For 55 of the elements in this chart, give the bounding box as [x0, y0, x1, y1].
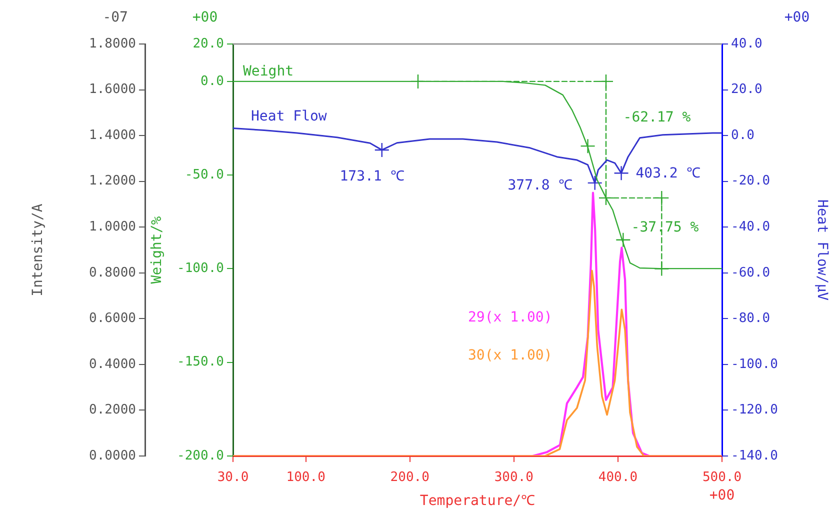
x-tick-label: 100.0	[286, 470, 326, 486]
y-tick-label: 0.0	[200, 74, 224, 89]
text: +00	[784, 10, 810, 26]
text: 29(x 1.00)	[468, 310, 552, 326]
series-label: Weight	[243, 64, 294, 80]
y-tick-label: 20.0	[192, 36, 224, 52]
annotation: 377.8 ℃	[508, 178, 572, 194]
text: -07	[102, 10, 128, 26]
y3-tick-label: 1.8000	[89, 36, 136, 52]
point	[654, 261, 670, 276]
y3-axis-title: Intensity/A	[30, 203, 46, 296]
y3-tick-label: 1.2000	[89, 174, 136, 189]
x-tick-label: 400.0	[598, 470, 638, 486]
annotation: -37.75 %	[631, 220, 700, 236]
x-tick-label: 500.0	[702, 470, 742, 486]
annotation: 173.1 ℃	[340, 168, 404, 185]
point	[587, 175, 602, 191]
x-tick-label: 200.0	[390, 470, 430, 486]
y2-tick-label: 20.0	[731, 82, 762, 98]
y2-tick-label: 0.0	[731, 128, 754, 143]
y2-tick-label: -100.0	[731, 356, 778, 372]
y3-tick-label: 1.0000	[89, 219, 136, 234]
x-tick-label: 300.0	[494, 470, 534, 486]
y2-tick-label: -60.0	[731, 265, 770, 280]
y3-tick-label: 0.0000	[89, 448, 136, 464]
annotation: -62.17 %	[623, 110, 692, 126]
point	[614, 165, 629, 181]
y2-tick-label: -40.0	[731, 219, 770, 234]
y2-tick-label: -20.0	[731, 174, 770, 189]
y3-tick-label: 1.4000	[89, 128, 136, 143]
y3-tick-label: 0.2000	[89, 402, 136, 418]
x-tick-label: 30.0	[217, 470, 249, 486]
y2-tick-label: -140.0	[731, 448, 778, 464]
series-label: Heat Flow	[251, 108, 328, 125]
y2-tick-label: -80.0	[731, 311, 770, 326]
y3-tick-label: 0.4000	[89, 356, 136, 372]
y-tick-label: -100.0	[177, 261, 224, 276]
y3-tick-label: 0.8000	[89, 265, 136, 280]
x-axis-title: Temperature/℃	[420, 493, 536, 510]
y-tick-label: -50.0	[184, 167, 224, 182]
y2-tick-label: 40.0	[731, 36, 762, 52]
y-tick-label: -150.0	[177, 354, 224, 370]
y-tick-label: -200.0	[177, 448, 224, 464]
y3-tick-label: 1.6000	[89, 82, 136, 98]
annotation: 403.2 ℃	[636, 166, 700, 182]
y2-axis-title: Heat Flow/μV	[814, 199, 830, 302]
y-axis-title: Weight/%	[149, 216, 166, 284]
text: +00	[192, 10, 218, 26]
point	[580, 138, 596, 154]
text: 30(x 1.00)	[468, 348, 552, 364]
point	[616, 232, 631, 248]
y2-tick-label: -120.0	[731, 402, 778, 418]
text: +00	[709, 488, 735, 504]
y3-tick-label: 0.6000	[89, 311, 136, 326]
point	[374, 142, 390, 158]
